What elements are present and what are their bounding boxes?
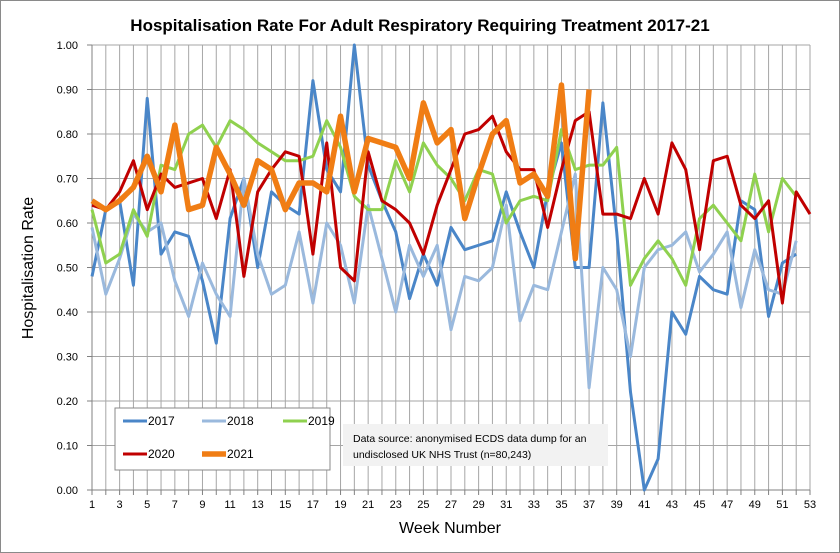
x-tick-label: 17 — [307, 499, 319, 511]
series-line-2018 — [90, 172, 798, 390]
x-tick-label: 27 — [445, 499, 457, 511]
x-tick-label: 3 — [117, 499, 123, 511]
y-axis-label: Hospitalisation Rate — [20, 197, 37, 339]
x-tick-label: 31 — [500, 499, 512, 511]
x-tick-label: 25 — [417, 499, 429, 511]
x-tick-label: 41 — [638, 499, 650, 511]
x-tick-label: 21 — [362, 499, 374, 511]
x-tick-label: 1 — [89, 499, 95, 511]
series-line-2019 — [90, 119, 798, 287]
x-tick-label: 15 — [279, 499, 291, 511]
x-tick-label: 23 — [390, 499, 402, 511]
x-tick-label: 43 — [666, 499, 678, 511]
x-tick-label: 19 — [334, 499, 346, 511]
x-tick-label: 51 — [776, 499, 788, 511]
x-tick-label: 37 — [583, 499, 595, 511]
y-tick-label: 0.40 — [57, 307, 78, 319]
y-tick-label: 0.10 — [57, 441, 78, 453]
legend-label-2017: 2017 — [148, 414, 175, 428]
x-tick-label: 33 — [528, 499, 540, 511]
y-tick-label: 0.30 — [57, 352, 78, 364]
y-tick-label: 0.00 — [57, 485, 78, 497]
legend: 2017 2018 2019 2020 2021 — [114, 407, 335, 471]
series-line-2017 — [90, 43, 798, 492]
legend-label-2019: 2019 — [308, 414, 335, 428]
series-lines — [90, 43, 812, 492]
x-tick-label: 49 — [749, 499, 761, 511]
x-tick-label: 11 — [224, 499, 235, 511]
x-tick-label: 29 — [472, 499, 484, 511]
chart-title: Hospitalisation Rate For Adult Respirato… — [130, 16, 709, 35]
x-tick-label: 53 — [804, 499, 816, 511]
series-line-2021 — [90, 82, 592, 262]
x-tick-label: 5 — [144, 499, 150, 511]
series-line-2020 — [91, 110, 812, 305]
y-axis-ticks: 0.00 0.10 0.20 0.30 0.40 0.50 0.60 0.70 0.80 0.90… — [57, 40, 78, 497]
x-tick-label: 9 — [199, 499, 205, 511]
x-tick-label: 7 — [172, 499, 178, 511]
annotation-box: Data source: anonymised ECDS data dump f… — [343, 424, 608, 466]
x-axis-ticks: 1 3 5 7 9 11 13 15 17 19 21 23 25 27 29 31 33 35 37 39 41 43 4… — [89, 499, 816, 511]
x-tick-label: 45 — [693, 499, 705, 511]
x-tick-label: 35 — [555, 499, 567, 511]
y-tick-label: 0.20 — [57, 396, 78, 408]
y-tick-label: 1.00 — [57, 40, 78, 52]
legend-label-2021: 2021 — [227, 447, 254, 461]
legend-label-2018: 2018 — [227, 414, 254, 428]
legend-label-2020: 2020 — [148, 447, 175, 461]
y-tick-label: 0.60 — [57, 218, 78, 230]
x-tick-label: 13 — [252, 499, 264, 511]
y-tick-label: 0.90 — [57, 85, 78, 97]
annotation-line-1: Data source: anonymised ECDS data dump f… — [353, 433, 587, 445]
x-tick-label: 39 — [611, 499, 623, 511]
y-tick-label: 0.80 — [57, 129, 78, 141]
x-axis-label: Week Number — [399, 520, 502, 537]
y-tick-label: 0.50 — [57, 263, 78, 275]
annotation-line-2: undisclosed UK NHS Trust (n=80,243) — [353, 449, 531, 461]
y-tick-label: 0.70 — [57, 174, 78, 186]
x-tick-label: 47 — [721, 499, 733, 511]
